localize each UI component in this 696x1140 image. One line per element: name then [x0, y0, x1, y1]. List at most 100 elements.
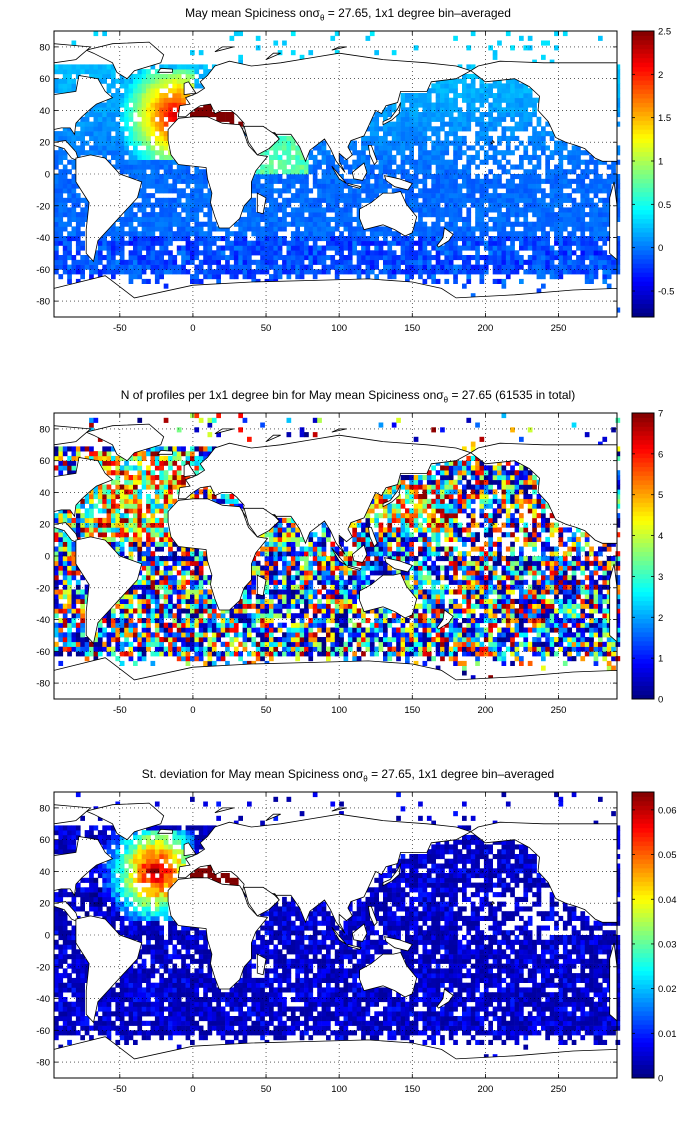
data-cell [444, 150, 450, 156]
data-cell [470, 154, 476, 160]
data-cell [141, 102, 147, 108]
data-cell [102, 446, 107, 452]
data-cell [453, 102, 458, 108]
data-cell [269, 197, 274, 203]
data-cell [405, 126, 410, 132]
data-cell [137, 216, 143, 222]
data-cell [54, 240, 59, 246]
data-cell [273, 174, 279, 180]
data-cell [225, 116, 230, 122]
data-cell [457, 216, 463, 222]
data-cell [448, 250, 454, 256]
data-cell [554, 45, 559, 51]
data-cell [541, 126, 546, 132]
data-cell [286, 259, 292, 265]
data-cell [133, 250, 138, 256]
data-cell [233, 240, 239, 246]
data-cell [435, 188, 441, 194]
data-cell [163, 489, 169, 495]
data-cell [422, 269, 428, 275]
data-cell [295, 264, 300, 270]
data-cell [102, 451, 107, 457]
data-cell [176, 188, 182, 194]
data-cell [466, 126, 472, 132]
data-cell [247, 660, 252, 666]
data-cell [562, 31, 568, 37]
data-cell [541, 54, 546, 60]
data-cell [589, 178, 594, 184]
data-cell [146, 546, 151, 552]
data-cell [159, 541, 164, 547]
data-cell [549, 250, 555, 256]
data-cell [431, 131, 436, 137]
data-cell [387, 164, 393, 170]
data-cell [453, 212, 458, 218]
data-cell [106, 646, 112, 652]
data-cell [181, 446, 186, 452]
landmass [243, 125, 280, 156]
data-cell [111, 455, 116, 461]
data-cell [400, 131, 406, 137]
data-cell [295, 169, 300, 175]
data-cell [282, 226, 287, 232]
data-cell [163, 479, 169, 485]
data-cell [172, 83, 178, 89]
data-cell [299, 193, 305, 199]
data-cell [589, 221, 594, 227]
data-cell [154, 255, 160, 261]
data-cell [497, 107, 502, 113]
data-cell [440, 121, 445, 127]
data-cell [321, 145, 327, 151]
data-cell [549, 150, 555, 156]
data-cell [409, 121, 414, 127]
data-cell [391, 274, 397, 280]
data-cell [181, 93, 186, 99]
data-cell [312, 178, 318, 184]
data-cell [571, 197, 577, 203]
data-cell [80, 641, 85, 647]
data-cell [330, 264, 336, 270]
data-cell [233, 646, 239, 652]
data-cell [168, 88, 173, 94]
data-cell [71, 589, 77, 595]
data-cell [488, 183, 493, 189]
data-cell [444, 131, 450, 137]
data-cell [308, 236, 314, 242]
data-cell [128, 140, 134, 146]
data-cell [339, 259, 344, 265]
data-cell [584, 240, 590, 246]
data-cell [602, 250, 608, 256]
data-cell [505, 188, 511, 194]
data-cell [602, 231, 608, 237]
data-cell [339, 193, 344, 199]
data-cell [75, 455, 81, 461]
data-cell [71, 269, 77, 275]
data-cell [229, 269, 235, 275]
data-cell [58, 632, 64, 638]
data-cell [211, 598, 217, 604]
data-cell [80, 69, 85, 75]
data-cell [141, 131, 147, 137]
data-cell [505, 135, 511, 141]
data-cell [75, 594, 81, 600]
data-cell [510, 97, 515, 103]
data-cell [615, 64, 621, 70]
data-cell [448, 202, 454, 208]
data-cell [67, 83, 72, 89]
data-cell [137, 135, 143, 141]
data-cell [505, 169, 511, 175]
data-cell [273, 646, 279, 652]
data-cell [198, 174, 204, 180]
data-cell [62, 603, 68, 609]
data-cell [299, 154, 305, 160]
data-cell [203, 627, 208, 633]
data-cell [295, 145, 300, 151]
data-cell [119, 145, 125, 151]
data-cell [84, 637, 90, 643]
data-cell [435, 183, 441, 189]
data-cell [269, 207, 274, 213]
data-cell [365, 154, 371, 160]
data-cell [448, 178, 454, 184]
data-cell [62, 64, 68, 70]
data-cell [168, 556, 173, 562]
